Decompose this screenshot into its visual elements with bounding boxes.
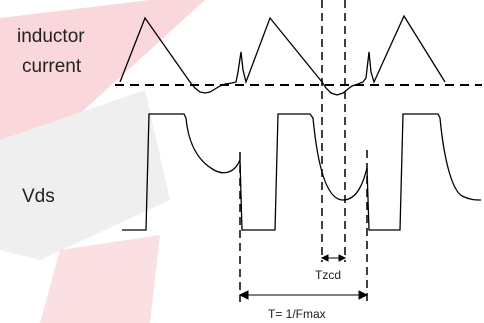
label-vds: Vds (22, 186, 55, 207)
label-tzcd: Tzcd (315, 268, 341, 282)
watermark-red-lower-shape (40, 235, 160, 323)
vds-waveform (122, 113, 482, 231)
label-inductor-current-line1: inductor (17, 26, 85, 47)
label-period: T= 1/Fmax (268, 307, 326, 321)
label-inductor-current-line2: current (22, 56, 82, 77)
inductor-current-waveform (119, 14, 446, 96)
watermark-gray-shape (0, 90, 170, 260)
watermark-red-shape (0, 0, 205, 150)
tzcd-arrow (320, 254, 347, 262)
period-arrow (238, 290, 369, 300)
watermark (0, 0, 205, 323)
